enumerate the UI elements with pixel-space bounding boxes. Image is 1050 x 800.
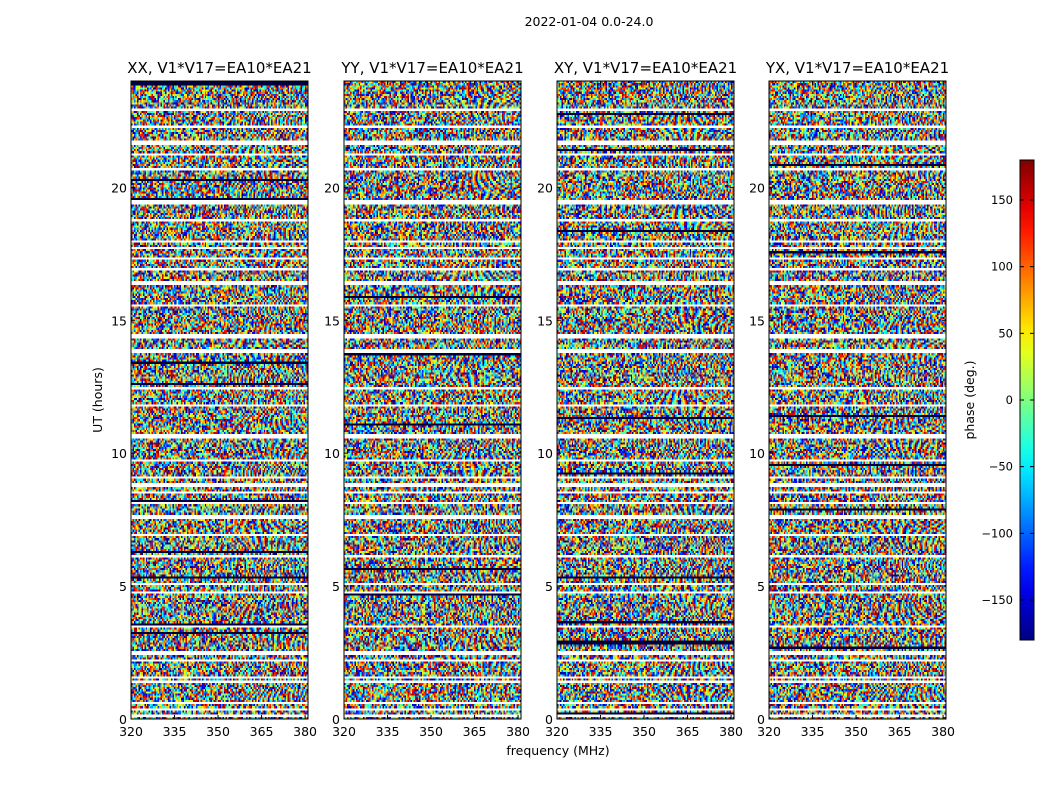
- x-axis-label: frequency (MHz): [506, 743, 609, 758]
- phase-heatmap-1: [131, 81, 308, 719]
- x-tick-label: 320: [757, 724, 781, 739]
- panel-frame: [556, 80, 735, 720]
- colorbar-tick-label: 100: [991, 260, 1013, 274]
- y-tick-label: 15: [537, 313, 553, 328]
- y-tick-label: 10: [537, 446, 553, 461]
- colorbar-tick-label: −100: [981, 526, 1013, 540]
- x-tick-label: 365: [888, 724, 912, 739]
- colorbar-label: phase (deg.): [962, 361, 977, 440]
- phase-heatmap-2: [344, 81, 521, 719]
- y-tick-label: 20: [749, 180, 765, 195]
- x-tick-label: 380: [931, 724, 955, 739]
- colorbar-tick-label: −150: [981, 593, 1013, 607]
- x-tick-label: 380: [719, 724, 743, 739]
- x-tick-label: 320: [545, 724, 569, 739]
- y-tick-label: 0: [332, 712, 340, 727]
- colorbar-tick-label: 150: [991, 193, 1013, 207]
- panel-2: YY, V1*V17=EA10*EA21 320 335 350 365 380 0 5 10 1…: [324, 59, 609, 758]
- y-tick-label: 5: [119, 579, 127, 594]
- panel-3: XY, V1*V17=EA10*EA21 320 335 350 365 380 0 5 10 1…: [537, 59, 743, 739]
- x-tick-label: 320: [119, 724, 143, 739]
- y-tick-label: 10: [749, 446, 765, 461]
- panel-frame: [768, 80, 947, 720]
- x-tick-label: 335: [163, 724, 187, 739]
- panel-frame: [343, 80, 522, 720]
- colorbar: 150 100 50 0 −50 −100 −150 phase (deg.): [962, 159, 1035, 641]
- x-tick-label: 335: [801, 724, 825, 739]
- y-tick-label: 0: [119, 712, 127, 727]
- y-tick-label: 15: [749, 313, 765, 328]
- phase-heatmap-4: [769, 81, 946, 719]
- colorbar-tick-label: −50: [989, 460, 1013, 474]
- panel-1: XX, V1*V17=EA10*EA21 320 335 350 365 380 0 5 10 1…: [90, 59, 317, 739]
- x-tick-label: 350: [844, 724, 868, 739]
- y-axis-label: UT (hours): [90, 367, 105, 433]
- x-tick-label: 335: [376, 724, 400, 739]
- y-tick-label: 20: [537, 180, 553, 195]
- panels: XX, V1*V17=EA10*EA21 320 335 350 365 380 0 5 10 1…: [90, 59, 955, 758]
- x-tick-label: 365: [676, 724, 700, 739]
- y-tick-label: 15: [111, 313, 127, 328]
- x-tick-label: 380: [506, 724, 530, 739]
- y-tick-label: 5: [332, 579, 340, 594]
- y-tick-label: 20: [324, 180, 340, 195]
- x-tick-label: 350: [419, 724, 443, 739]
- panel-title: XX, V1*V17=EA10*EA21: [127, 59, 311, 77]
- x-tick-label: 320: [332, 724, 356, 739]
- y-tick-label: 5: [545, 579, 553, 594]
- panel-4: YX, V1*V17=EA10*EA21 320 335 350 365 380 0 5 10 1…: [749, 59, 955, 739]
- phase-heatmap-3: [557, 81, 734, 719]
- x-tick-label: 380: [293, 724, 317, 739]
- y-tick-label: 10: [111, 446, 127, 461]
- panel-title: XY, V1*V17=EA10*EA21: [554, 59, 737, 77]
- x-tick-label: 365: [250, 724, 274, 739]
- y-tick-label: 0: [757, 712, 765, 727]
- x-tick-label: 365: [463, 724, 487, 739]
- x-tick-label: 350: [632, 724, 656, 739]
- y-tick-label: 10: [324, 446, 340, 461]
- figure-suptitle: 2022-01-04 0.0-24.0: [525, 14, 654, 29]
- colorbar-tick-label: 50: [998, 326, 1013, 340]
- y-tick-label: 15: [324, 313, 340, 328]
- panel-title: YY, V1*V17=EA10*EA21: [340, 59, 523, 77]
- y-tick-label: 5: [757, 579, 765, 594]
- colorbar-tick-label: 0: [1006, 393, 1013, 407]
- x-tick-label: 350: [206, 724, 230, 739]
- panel-title: YX, V1*V17=EA10*EA21: [765, 59, 949, 77]
- y-tick-label: 20: [111, 180, 127, 195]
- panel-frame: [130, 80, 309, 720]
- x-tick-label: 335: [589, 724, 613, 739]
- y-tick-label: 0: [545, 712, 553, 727]
